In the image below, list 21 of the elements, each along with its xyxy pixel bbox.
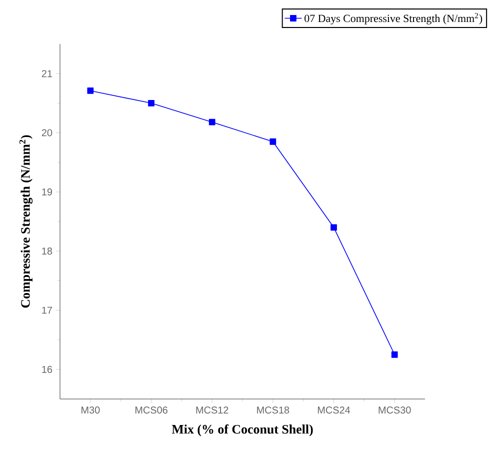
point (148, 100, 154, 106)
x-tick-label: MCS12 (196, 406, 228, 414)
x-tick-label: MCS24 (318, 406, 350, 414)
y-axis-title: Compressive Strength (N/mm$^{2}$) (19, 135, 33, 308)
y-tick-label: 18 (42, 248, 52, 255)
x-tick-label: MCS06 (135, 406, 168, 414)
y-tick-label: 21 (42, 70, 52, 78)
point (270, 138, 276, 145)
x-tick-label: M30 (82, 406, 100, 414)
point (87, 88, 94, 94)
x-tick-label: MCS30 (378, 406, 411, 414)
x-tick-label: MCS18 (257, 406, 290, 414)
point (391, 351, 398, 358)
y-tick-label: 20 (42, 129, 52, 136)
legend-label: 07 Days Compressive Strength (N/mm$^{2}$) (304, 12, 482, 24)
y-tick-label: 17 (42, 306, 52, 314)
y-tick-label: 19 (42, 188, 52, 196)
point (330, 224, 337, 231)
point (208, 118, 216, 126)
y-tick-label: 16 (42, 366, 52, 373)
x-axis-title: Mix (% of Coconut Shell) (172, 424, 313, 436)
